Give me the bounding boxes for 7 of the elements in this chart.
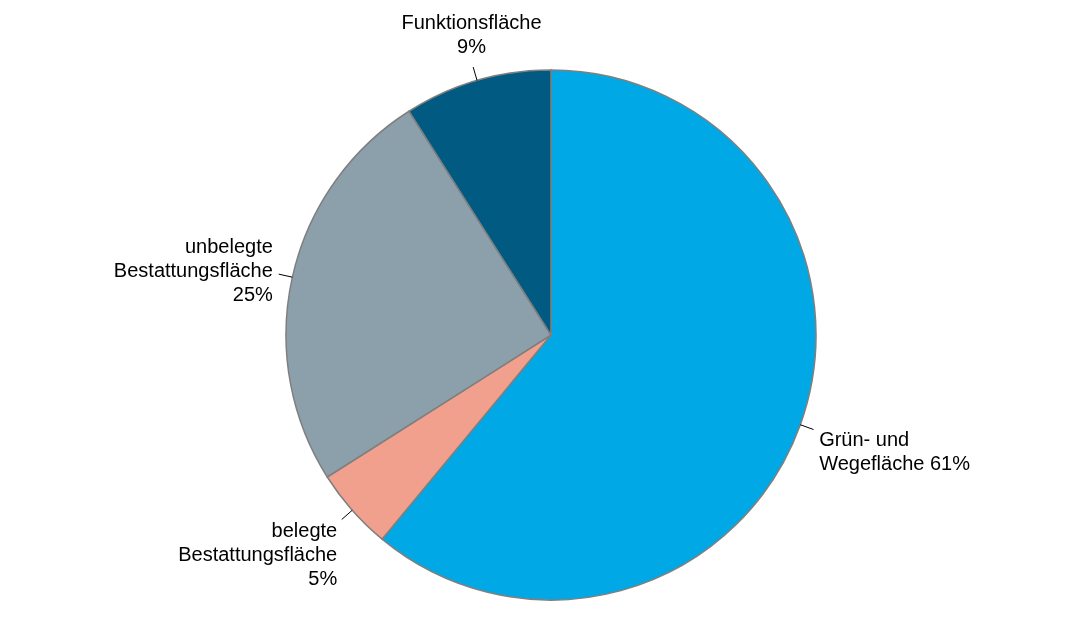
slice-label: Funktionsfläche — [401, 11, 542, 34]
data-label: 9% — [457, 35, 487, 58]
slice-label: belegte Bestattungsfläche — [178, 519, 338, 566]
slice-label: Grün- und Wegefläche 61% — [819, 427, 971, 474]
slice-label: unbelegte Bestattungsfläche — [113, 234, 273, 281]
data-label: 25% — [232, 282, 274, 305]
data-label: 5% — [308, 567, 338, 590]
